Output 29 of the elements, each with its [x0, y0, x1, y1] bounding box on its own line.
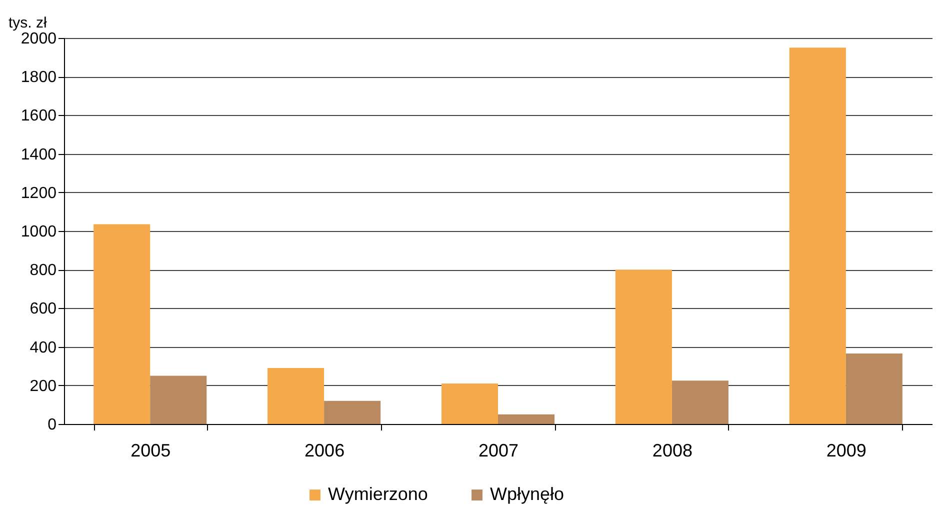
y-tick-label: 600: [30, 300, 57, 318]
y-tick-label: 400: [30, 339, 57, 356]
legend-label: Wymierzono: [328, 484, 428, 504]
y-axis-title: tys. zł: [8, 14, 48, 32]
x-tick-label: 2005: [130, 440, 171, 460]
y-tick-label: 1600: [20, 108, 57, 125]
x-tick-label: 2006: [304, 440, 345, 460]
bar: [498, 414, 555, 424]
bar: [615, 270, 672, 424]
bar: [441, 383, 498, 424]
bar: [846, 354, 902, 424]
y-tick-label: 1200: [20, 184, 57, 202]
x-tick-label: 2008: [652, 440, 692, 460]
y-tick-label: 1400: [20, 146, 57, 164]
bar: [94, 224, 150, 424]
y-tick-label: 2000: [20, 30, 57, 48]
y-tick-label: 800: [30, 262, 57, 280]
bar: [324, 400, 381, 424]
bar: [268, 368, 324, 424]
y-tick-label: 200: [30, 378, 57, 395]
legend-label: Wpłynęło: [490, 484, 564, 504]
y-tick-label: 1800: [20, 69, 57, 86]
x-tick-label: 2007: [478, 440, 519, 460]
y-tick-label: 0: [48, 416, 57, 434]
bar: [789, 48, 846, 424]
x-tick-label: 2009: [826, 440, 866, 460]
bar: [150, 376, 207, 424]
y-tick-label: 1000: [20, 224, 57, 240]
bar: [672, 380, 728, 424]
